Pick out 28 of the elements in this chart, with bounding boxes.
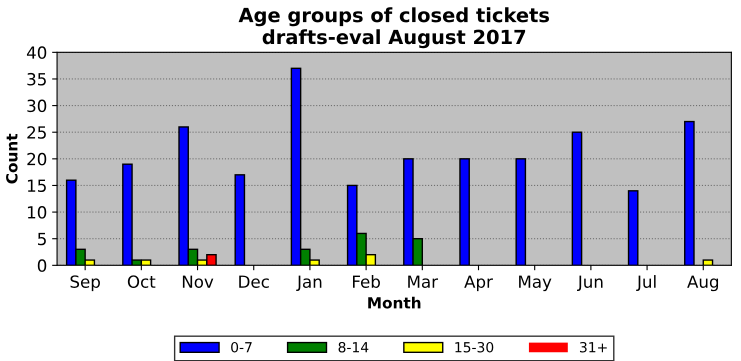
x-tick-label: Feb	[353, 275, 380, 288]
x-tick-label: Dec	[239, 276, 269, 288]
y-tick-label: 35	[27, 72, 46, 86]
y-tick-label: 15	[28, 180, 46, 192]
x-axis-title: Month	[368, 296, 420, 309]
x-tick-label: Sep	[70, 275, 100, 292]
legend-label: 15-30	[455, 342, 494, 352]
x-tick-label: Aug	[687, 276, 718, 292]
x-tick-label: Jul	[636, 275, 656, 292]
y-tick-label: 25	[27, 126, 46, 139]
legend-label: 8-14	[338, 342, 368, 352]
y-tick-label: 20	[27, 152, 46, 166]
x-tick-label: May	[519, 276, 552, 292]
x-tick-label: Jan	[296, 276, 322, 292]
y-axis-title: Count	[6, 134, 18, 184]
legend-label: 0-7	[231, 342, 252, 352]
x-tick-label: Mar	[408, 276, 438, 288]
y-tick-label: 10	[28, 206, 46, 219]
chart-title: Age groups of closed tickets drafts-eval August 2017	[238, 7, 550, 48]
y-tick-label: 5	[38, 232, 46, 246]
x-tick-label: Apr	[464, 276, 493, 292]
y-tick-label: 30	[27, 100, 46, 112]
y-tick-label: 0	[38, 259, 46, 272]
x-tick-label: Jun	[577, 276, 602, 292]
x-tick-label: Nov	[182, 276, 214, 288]
y-tick-label: 40	[26, 46, 46, 59]
x-tick-label: Oct	[128, 275, 156, 288]
legend-label: 31+	[580, 342, 607, 352]
